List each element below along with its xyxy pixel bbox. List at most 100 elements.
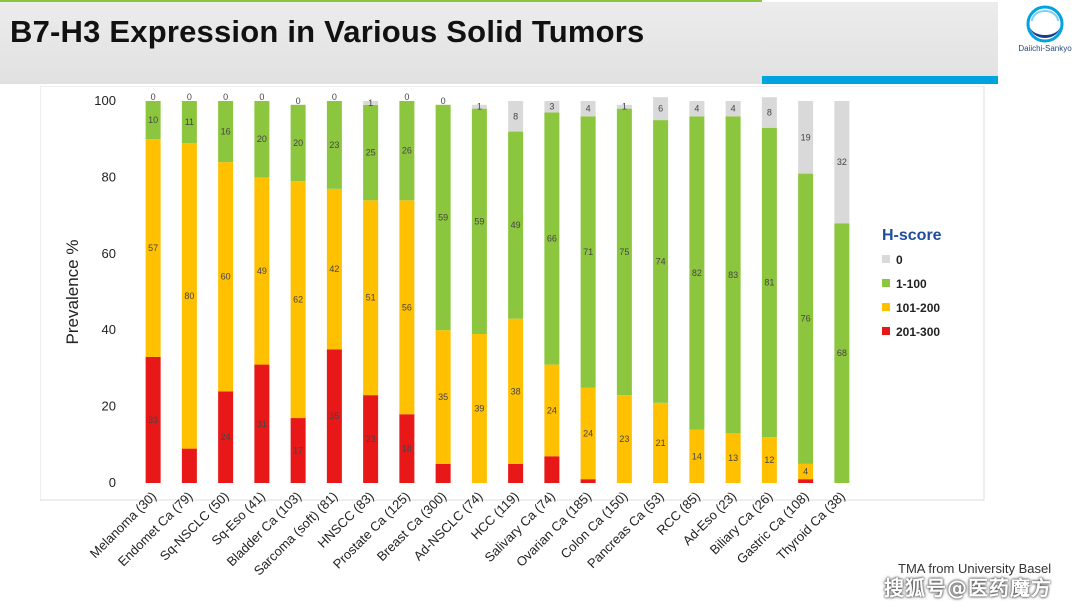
data-label: 4	[803, 467, 808, 477]
x-axis-labels: Melanoma (30)Endomet Ca (79)Sq-NSCLC (50…	[87, 489, 848, 576]
data-label: 23	[366, 434, 376, 444]
data-label: 24	[221, 432, 231, 442]
data-label: 8	[767, 107, 772, 117]
bars: 3357100801102460160314920017622003542230…	[145, 92, 850, 484]
bar-segment-101-200	[761, 437, 777, 483]
bar-segment-101-200	[616, 395, 632, 483]
bar-segment-1-100	[653, 120, 669, 403]
data-label: 49	[257, 266, 267, 276]
legend-swatch-201-300	[882, 327, 890, 335]
data-label: 68	[837, 348, 847, 358]
bar-segment-0	[616, 104, 632, 109]
data-label: 14	[692, 451, 702, 461]
bar-segment-201-300	[145, 356, 161, 483]
bar-segment-1-100	[761, 127, 777, 438]
bar-segment-1-100	[798, 173, 814, 464]
bar-segment-101-200	[653, 402, 669, 483]
legend-swatch-1-100	[882, 279, 890, 287]
bar-segment-201-300	[544, 456, 560, 483]
data-label: 83	[728, 270, 738, 280]
data-label: 51	[366, 293, 376, 303]
bar-segment-1-100	[435, 104, 451, 331]
slide-title: B7-H3 Expression in Various Solid Tumors	[10, 14, 645, 49]
bar-segment-101-200	[725, 433, 741, 483]
bar-segment-201-300	[326, 349, 342, 483]
legend-swatch-0	[882, 255, 890, 263]
data-label: 11	[185, 117, 194, 127]
data-label: 62	[293, 295, 303, 305]
data-label: 1	[477, 102, 482, 112]
bar-segment-101-200	[218, 162, 234, 392]
data-label: 19	[801, 132, 811, 142]
data-label: 1	[622, 102, 627, 112]
data-label: 71	[583, 247, 593, 257]
bar-segment-0	[798, 101, 814, 174]
data-label: 35	[438, 392, 448, 402]
data-label: 0	[259, 92, 264, 102]
data-label: 59	[438, 213, 448, 223]
legend-label: 1-100	[896, 277, 927, 291]
bar-segment-1-100	[471, 108, 487, 335]
data-label: 17	[293, 446, 303, 456]
data-label: 26	[402, 146, 412, 156]
data-label: 25	[366, 148, 376, 158]
legend-label: 101-200	[896, 301, 940, 315]
y-tick-label: 0	[109, 475, 116, 490]
data-label: 1	[368, 98, 373, 108]
y-tick-label: 80	[102, 169, 116, 184]
bar-segment-1-100	[290, 104, 306, 182]
data-label: 57	[148, 243, 158, 253]
header-accent-bar	[762, 76, 998, 84]
bar-segment-0	[834, 101, 850, 224]
data-label: 66	[547, 234, 557, 244]
data-label: 31	[257, 419, 267, 429]
bar-segment-1-100	[181, 101, 197, 144]
data-label: 32	[837, 157, 847, 167]
bar-segment-101-200	[254, 177, 270, 365]
bar-segment-201-300	[254, 364, 270, 483]
data-label: 39	[474, 404, 484, 414]
bar-segment-0	[725, 101, 741, 117]
legend: H-score 0 1-100 101-200 201-300	[882, 227, 942, 339]
bar-segment-1-100	[254, 101, 270, 178]
y-tick-label: 20	[102, 399, 116, 414]
bar-segment-201-300	[508, 463, 524, 483]
bar-segment-101-200	[399, 200, 415, 415]
data-label: 12	[764, 455, 774, 465]
bar-segment-0	[363, 101, 379, 105]
bar-segment-201-300	[399, 414, 415, 483]
data-label: 0	[441, 96, 446, 106]
bar-segment-101-200	[471, 334, 487, 483]
bar-segment-0	[653, 97, 669, 121]
bar-segment-101-200	[145, 139, 161, 357]
data-label: 33	[148, 415, 158, 425]
data-label: 4	[694, 104, 699, 114]
bar-segment-201-300	[218, 391, 234, 483]
data-label: 60	[221, 272, 231, 282]
bar-segment-0	[580, 101, 596, 117]
data-label: 21	[656, 438, 666, 448]
bar-segment-0	[544, 101, 560, 113]
bar-segment-101-200	[326, 188, 342, 350]
bar-segment-1-100	[834, 223, 850, 484]
bar-segment-0	[471, 104, 487, 109]
bar-segment-201-300	[435, 463, 451, 483]
bar-segment-101-200	[689, 429, 705, 483]
legend-swatch-101-200	[882, 303, 890, 311]
bar-segment-1-100	[363, 104, 379, 201]
data-label: 3	[549, 102, 554, 112]
bar-segment-101-200	[363, 200, 379, 396]
bar-segment-1-100	[580, 116, 596, 388]
logo-text: Daiichi-Sankyo	[1018, 44, 1072, 53]
watermark: 搜狐号@医药魔方	[884, 576, 1052, 600]
y-tick-label: 100	[94, 93, 116, 108]
bar-segment-1-100	[145, 101, 161, 140]
header-band: B7-H3 Expression in Various Solid Tumors	[0, 2, 998, 84]
top-accent-line	[0, 0, 762, 2]
bar-segment-0	[761, 97, 777, 128]
bar-segment-1-100	[326, 101, 342, 189]
source-footnote: TMA from University Basel	[898, 561, 1052, 576]
legend-label: 0	[896, 253, 903, 267]
data-label: 74	[656, 256, 666, 266]
